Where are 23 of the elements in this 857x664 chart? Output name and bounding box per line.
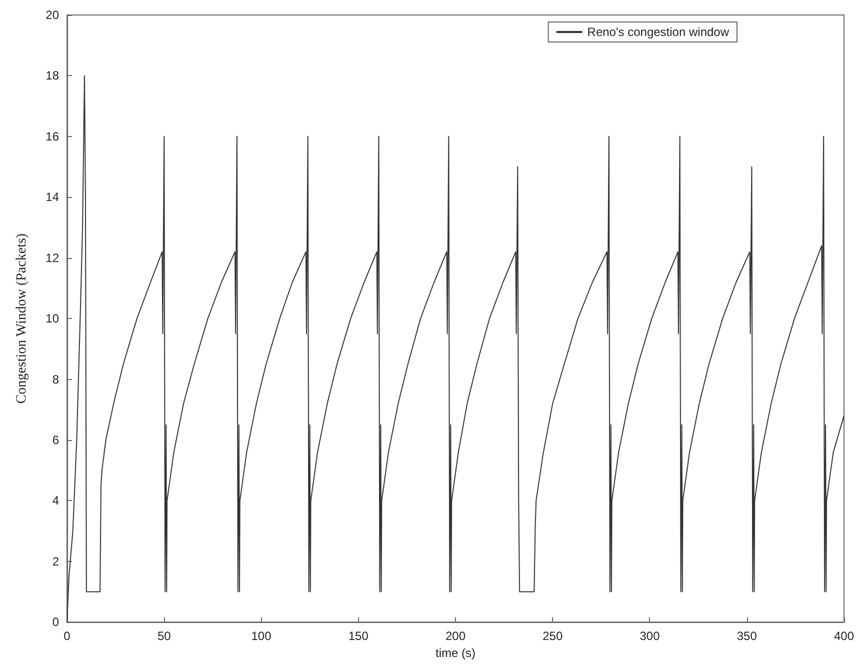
x-tick-label: 50 — [157, 629, 172, 644]
x-tick-label: 400 — [834, 629, 854, 644]
y-axis-title: Congestion Window (Packets) — [14, 233, 30, 404]
y-tick-label: 14 — [46, 190, 60, 204]
y-tick-label: 2 — [52, 554, 60, 568]
y-tick-label: 18 — [46, 68, 60, 83]
y-tick-label: 10 — [46, 312, 60, 326]
x-tick-label: 250 — [542, 629, 563, 644]
x-axis-title: time (s) — [435, 646, 476, 660]
x-tick-label: 100 — [251, 629, 272, 644]
y-tick-label: 12 — [46, 250, 60, 265]
y-tick-label: 8 — [52, 372, 60, 386]
x-tick-label: 350 — [736, 629, 758, 644]
y-tick-label: 20 — [46, 8, 60, 22]
y-tick-label: 0 — [52, 615, 60, 630]
y-tick-label: 6 — [52, 432, 60, 447]
y-tick-label: 16 — [46, 129, 60, 144]
legend-label: Reno's congestion window — [587, 25, 730, 39]
x-tick-label: 150 — [348, 629, 369, 644]
x-tick-label: 200 — [445, 629, 466, 644]
x-tick-label: 300 — [640, 629, 660, 644]
x-tick-label: 0 — [64, 629, 71, 644]
y-tick-label: 4 — [52, 494, 60, 508]
